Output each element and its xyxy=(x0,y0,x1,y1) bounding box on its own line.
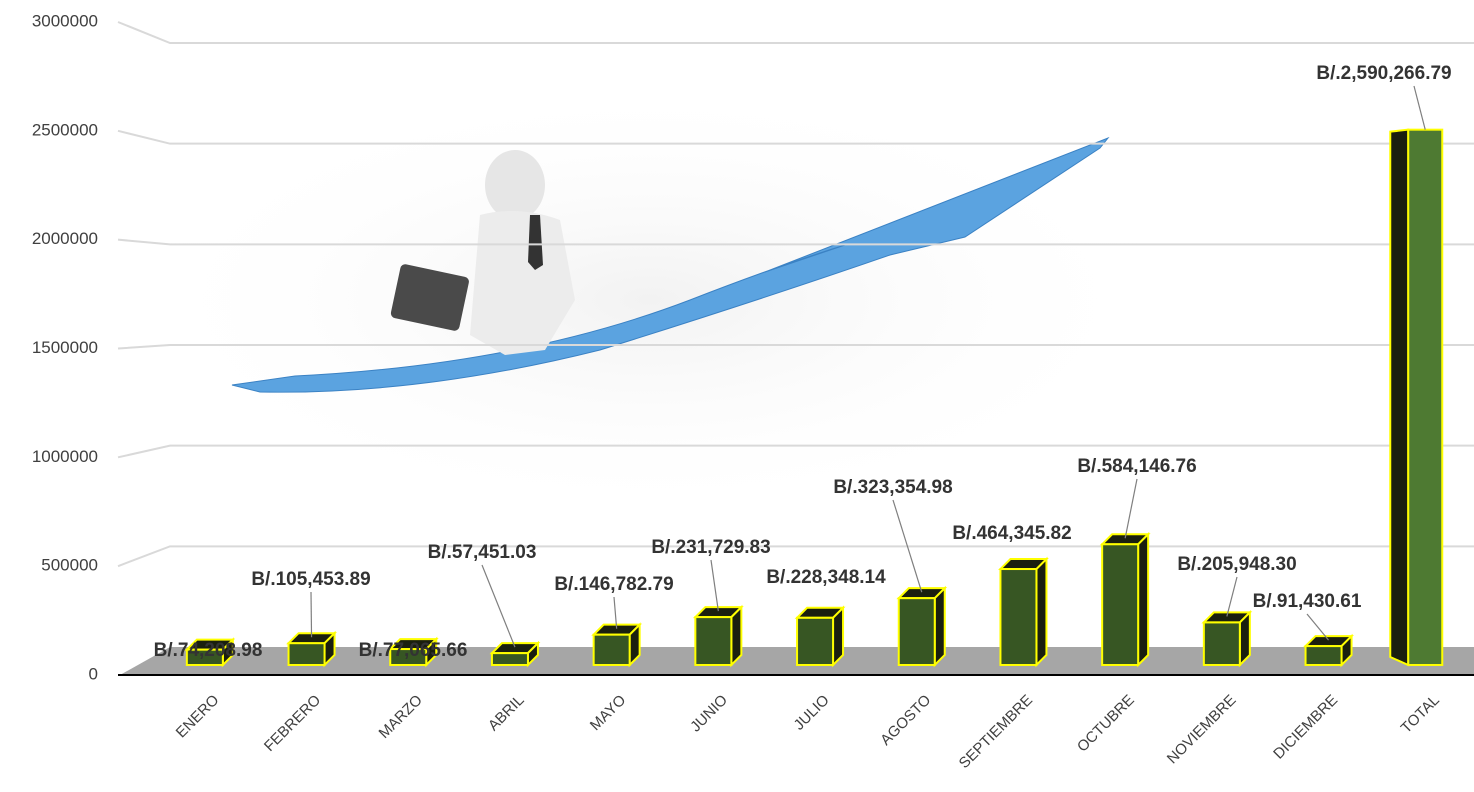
bar-side xyxy=(832,605,845,668)
background-illustration xyxy=(130,80,1170,520)
grid-line xyxy=(117,344,1474,350)
bar xyxy=(490,652,529,666)
value-label: B/.231,729.83 xyxy=(651,537,770,558)
value-label: B/.91,430.61 xyxy=(1253,591,1362,612)
value-label: B/.2,590,266.79 xyxy=(1316,63,1451,84)
value-label: B/.584,146.76 xyxy=(1077,456,1196,477)
bar xyxy=(694,616,733,667)
leader-line xyxy=(1306,613,1330,641)
bar xyxy=(999,568,1038,667)
value-label: B/.464,345.82 xyxy=(952,523,1071,544)
x-tick-label: MARZO xyxy=(376,692,426,742)
bars xyxy=(184,128,1444,668)
grid xyxy=(117,21,1474,568)
y-tick-label: 2000000 xyxy=(32,229,98,248)
bar xyxy=(592,633,631,667)
y-tick-label: 3000000 xyxy=(32,11,98,30)
grid-line xyxy=(117,129,1474,145)
x-tick-label: NOVIEMBRE xyxy=(1164,692,1240,768)
leader-line xyxy=(1226,576,1238,617)
y-tick-label: 1500000 xyxy=(32,338,98,357)
bar xyxy=(287,642,326,666)
leader-line xyxy=(1413,85,1426,130)
value-label: B/.323,354.98 xyxy=(833,477,952,498)
x-tick-label: SEPTIEMBRE xyxy=(956,692,1036,772)
bar xyxy=(1304,645,1343,667)
x-tick-label: FEBRERO xyxy=(261,692,324,755)
value-label: B/.105,453.89 xyxy=(251,569,370,590)
x-tick-label: ABRIL xyxy=(485,692,528,735)
x-tick-label: JUNIO xyxy=(687,692,731,736)
x-tick-label: AGOSTO xyxy=(877,692,934,749)
y-tick-label: 0 xyxy=(89,664,98,683)
value-label: B/.146,782.79 xyxy=(554,574,673,595)
value-label: B/.77,065.66 xyxy=(359,640,468,661)
leader-line xyxy=(481,564,516,648)
bar xyxy=(1101,543,1140,666)
leader-line xyxy=(710,559,719,612)
bar xyxy=(796,616,835,666)
bar-side xyxy=(1389,128,1410,667)
x-tick-label: OCTUBRE xyxy=(1074,692,1138,756)
bar-side xyxy=(1238,610,1251,668)
leader-line xyxy=(892,499,923,593)
x-tick-label: MAYO xyxy=(587,692,629,734)
bar xyxy=(185,648,224,666)
value-label: B/.74,208.98 xyxy=(154,640,263,661)
bar-side xyxy=(730,604,743,668)
bar xyxy=(1202,621,1241,667)
bar-side xyxy=(1035,556,1048,668)
bar-side xyxy=(933,585,946,668)
grid-line xyxy=(117,545,1474,568)
y-tick-label: 1000000 xyxy=(32,447,98,466)
grid-line xyxy=(117,444,1474,459)
leader-line xyxy=(310,591,313,638)
x-tick-label: DICIEMBRE xyxy=(1270,692,1341,763)
grid-line xyxy=(117,238,1474,246)
y-tick-label: 500000 xyxy=(41,556,98,575)
grid-line xyxy=(117,21,1474,44)
bar xyxy=(389,648,428,667)
value-label: B/.228,348.14 xyxy=(766,567,886,588)
bar-side xyxy=(1137,531,1150,668)
x-tick-label: ENERO xyxy=(173,692,223,742)
x-tick-label: JULIO xyxy=(791,692,833,734)
value-label: B/.205,948.30 xyxy=(1177,554,1296,575)
leader-line xyxy=(1124,478,1138,539)
bar xyxy=(1407,128,1444,666)
bar xyxy=(897,597,936,666)
y-tick-label: 2500000 xyxy=(32,120,98,139)
x-tick-label: TOTAL xyxy=(1398,692,1443,737)
leader-line xyxy=(613,596,618,629)
value-label: B/.57,451.03 xyxy=(428,542,537,563)
